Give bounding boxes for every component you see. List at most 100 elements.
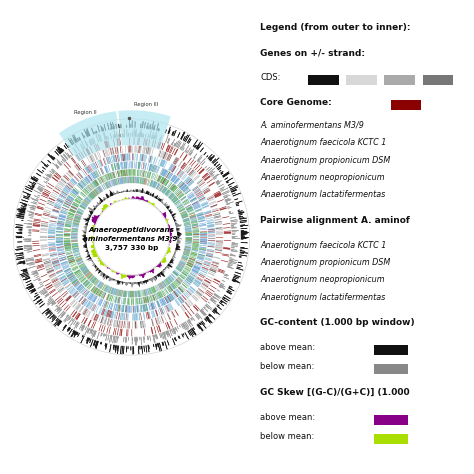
Polygon shape — [110, 310, 112, 319]
Polygon shape — [157, 300, 161, 308]
Polygon shape — [141, 177, 143, 184]
Polygon shape — [136, 313, 137, 321]
Polygon shape — [54, 174, 60, 180]
Polygon shape — [100, 291, 103, 297]
Polygon shape — [181, 305, 186, 312]
Polygon shape — [170, 146, 174, 154]
Polygon shape — [65, 186, 71, 191]
Polygon shape — [219, 206, 227, 209]
Polygon shape — [73, 220, 80, 223]
Polygon shape — [117, 138, 119, 146]
Polygon shape — [93, 313, 97, 321]
Polygon shape — [203, 264, 210, 267]
Polygon shape — [148, 295, 151, 302]
Polygon shape — [100, 167, 104, 175]
Polygon shape — [156, 292, 159, 300]
Polygon shape — [73, 291, 78, 297]
Polygon shape — [141, 170, 143, 177]
Polygon shape — [103, 284, 107, 291]
Polygon shape — [43, 190, 50, 194]
Polygon shape — [187, 209, 194, 212]
Polygon shape — [170, 184, 175, 190]
Polygon shape — [98, 282, 102, 288]
Polygon shape — [188, 169, 194, 175]
Polygon shape — [205, 214, 212, 217]
Polygon shape — [66, 197, 73, 202]
Polygon shape — [219, 207, 227, 210]
Polygon shape — [97, 169, 101, 176]
Polygon shape — [98, 307, 102, 314]
Polygon shape — [87, 319, 91, 327]
Polygon shape — [72, 223, 79, 225]
Polygon shape — [84, 271, 90, 276]
Polygon shape — [162, 187, 166, 193]
Polygon shape — [73, 301, 78, 308]
Polygon shape — [205, 277, 212, 282]
Polygon shape — [200, 241, 208, 242]
Polygon shape — [70, 277, 77, 282]
Polygon shape — [64, 202, 71, 206]
Polygon shape — [74, 187, 80, 192]
Polygon shape — [61, 262, 68, 264]
Polygon shape — [86, 148, 90, 155]
Polygon shape — [139, 161, 141, 169]
Polygon shape — [114, 163, 117, 171]
Polygon shape — [192, 294, 199, 300]
Polygon shape — [120, 162, 122, 170]
Polygon shape — [145, 155, 147, 162]
Polygon shape — [197, 256, 205, 258]
Polygon shape — [155, 165, 158, 173]
Polygon shape — [116, 304, 118, 311]
Polygon shape — [191, 221, 198, 223]
Polygon shape — [174, 167, 179, 174]
Polygon shape — [182, 199, 189, 203]
Polygon shape — [66, 255, 73, 258]
Polygon shape — [42, 218, 49, 219]
Polygon shape — [77, 173, 82, 179]
Polygon shape — [57, 253, 65, 255]
Polygon shape — [108, 173, 111, 180]
Polygon shape — [85, 197, 91, 202]
Polygon shape — [143, 297, 145, 304]
Polygon shape — [112, 179, 115, 186]
Polygon shape — [206, 220, 214, 222]
Polygon shape — [107, 181, 110, 188]
Polygon shape — [147, 163, 149, 171]
Polygon shape — [199, 169, 205, 175]
Polygon shape — [45, 282, 52, 286]
Polygon shape — [116, 289, 118, 296]
Polygon shape — [64, 240, 71, 241]
Polygon shape — [140, 320, 142, 328]
Polygon shape — [64, 235, 71, 236]
Polygon shape — [183, 249, 191, 251]
Polygon shape — [171, 196, 177, 201]
Polygon shape — [88, 194, 93, 200]
Polygon shape — [183, 187, 190, 193]
Polygon shape — [64, 245, 71, 246]
Polygon shape — [154, 285, 157, 292]
Polygon shape — [124, 169, 125, 176]
Polygon shape — [55, 201, 63, 205]
Polygon shape — [71, 240, 78, 241]
Polygon shape — [149, 172, 152, 179]
Polygon shape — [82, 168, 88, 175]
Polygon shape — [185, 241, 192, 242]
Polygon shape — [96, 297, 100, 304]
Polygon shape — [133, 313, 134, 321]
Polygon shape — [83, 270, 89, 274]
Polygon shape — [57, 273, 64, 277]
Polygon shape — [141, 154, 142, 162]
Polygon shape — [57, 299, 64, 304]
Polygon shape — [188, 212, 195, 216]
Polygon shape — [116, 163, 118, 170]
Polygon shape — [191, 201, 199, 205]
Polygon shape — [158, 283, 162, 290]
Polygon shape — [183, 221, 191, 223]
Polygon shape — [139, 161, 140, 169]
Polygon shape — [170, 293, 175, 300]
Polygon shape — [162, 307, 166, 314]
Polygon shape — [65, 271, 73, 275]
Polygon shape — [143, 177, 145, 185]
Polygon shape — [63, 265, 70, 269]
Polygon shape — [123, 169, 124, 177]
